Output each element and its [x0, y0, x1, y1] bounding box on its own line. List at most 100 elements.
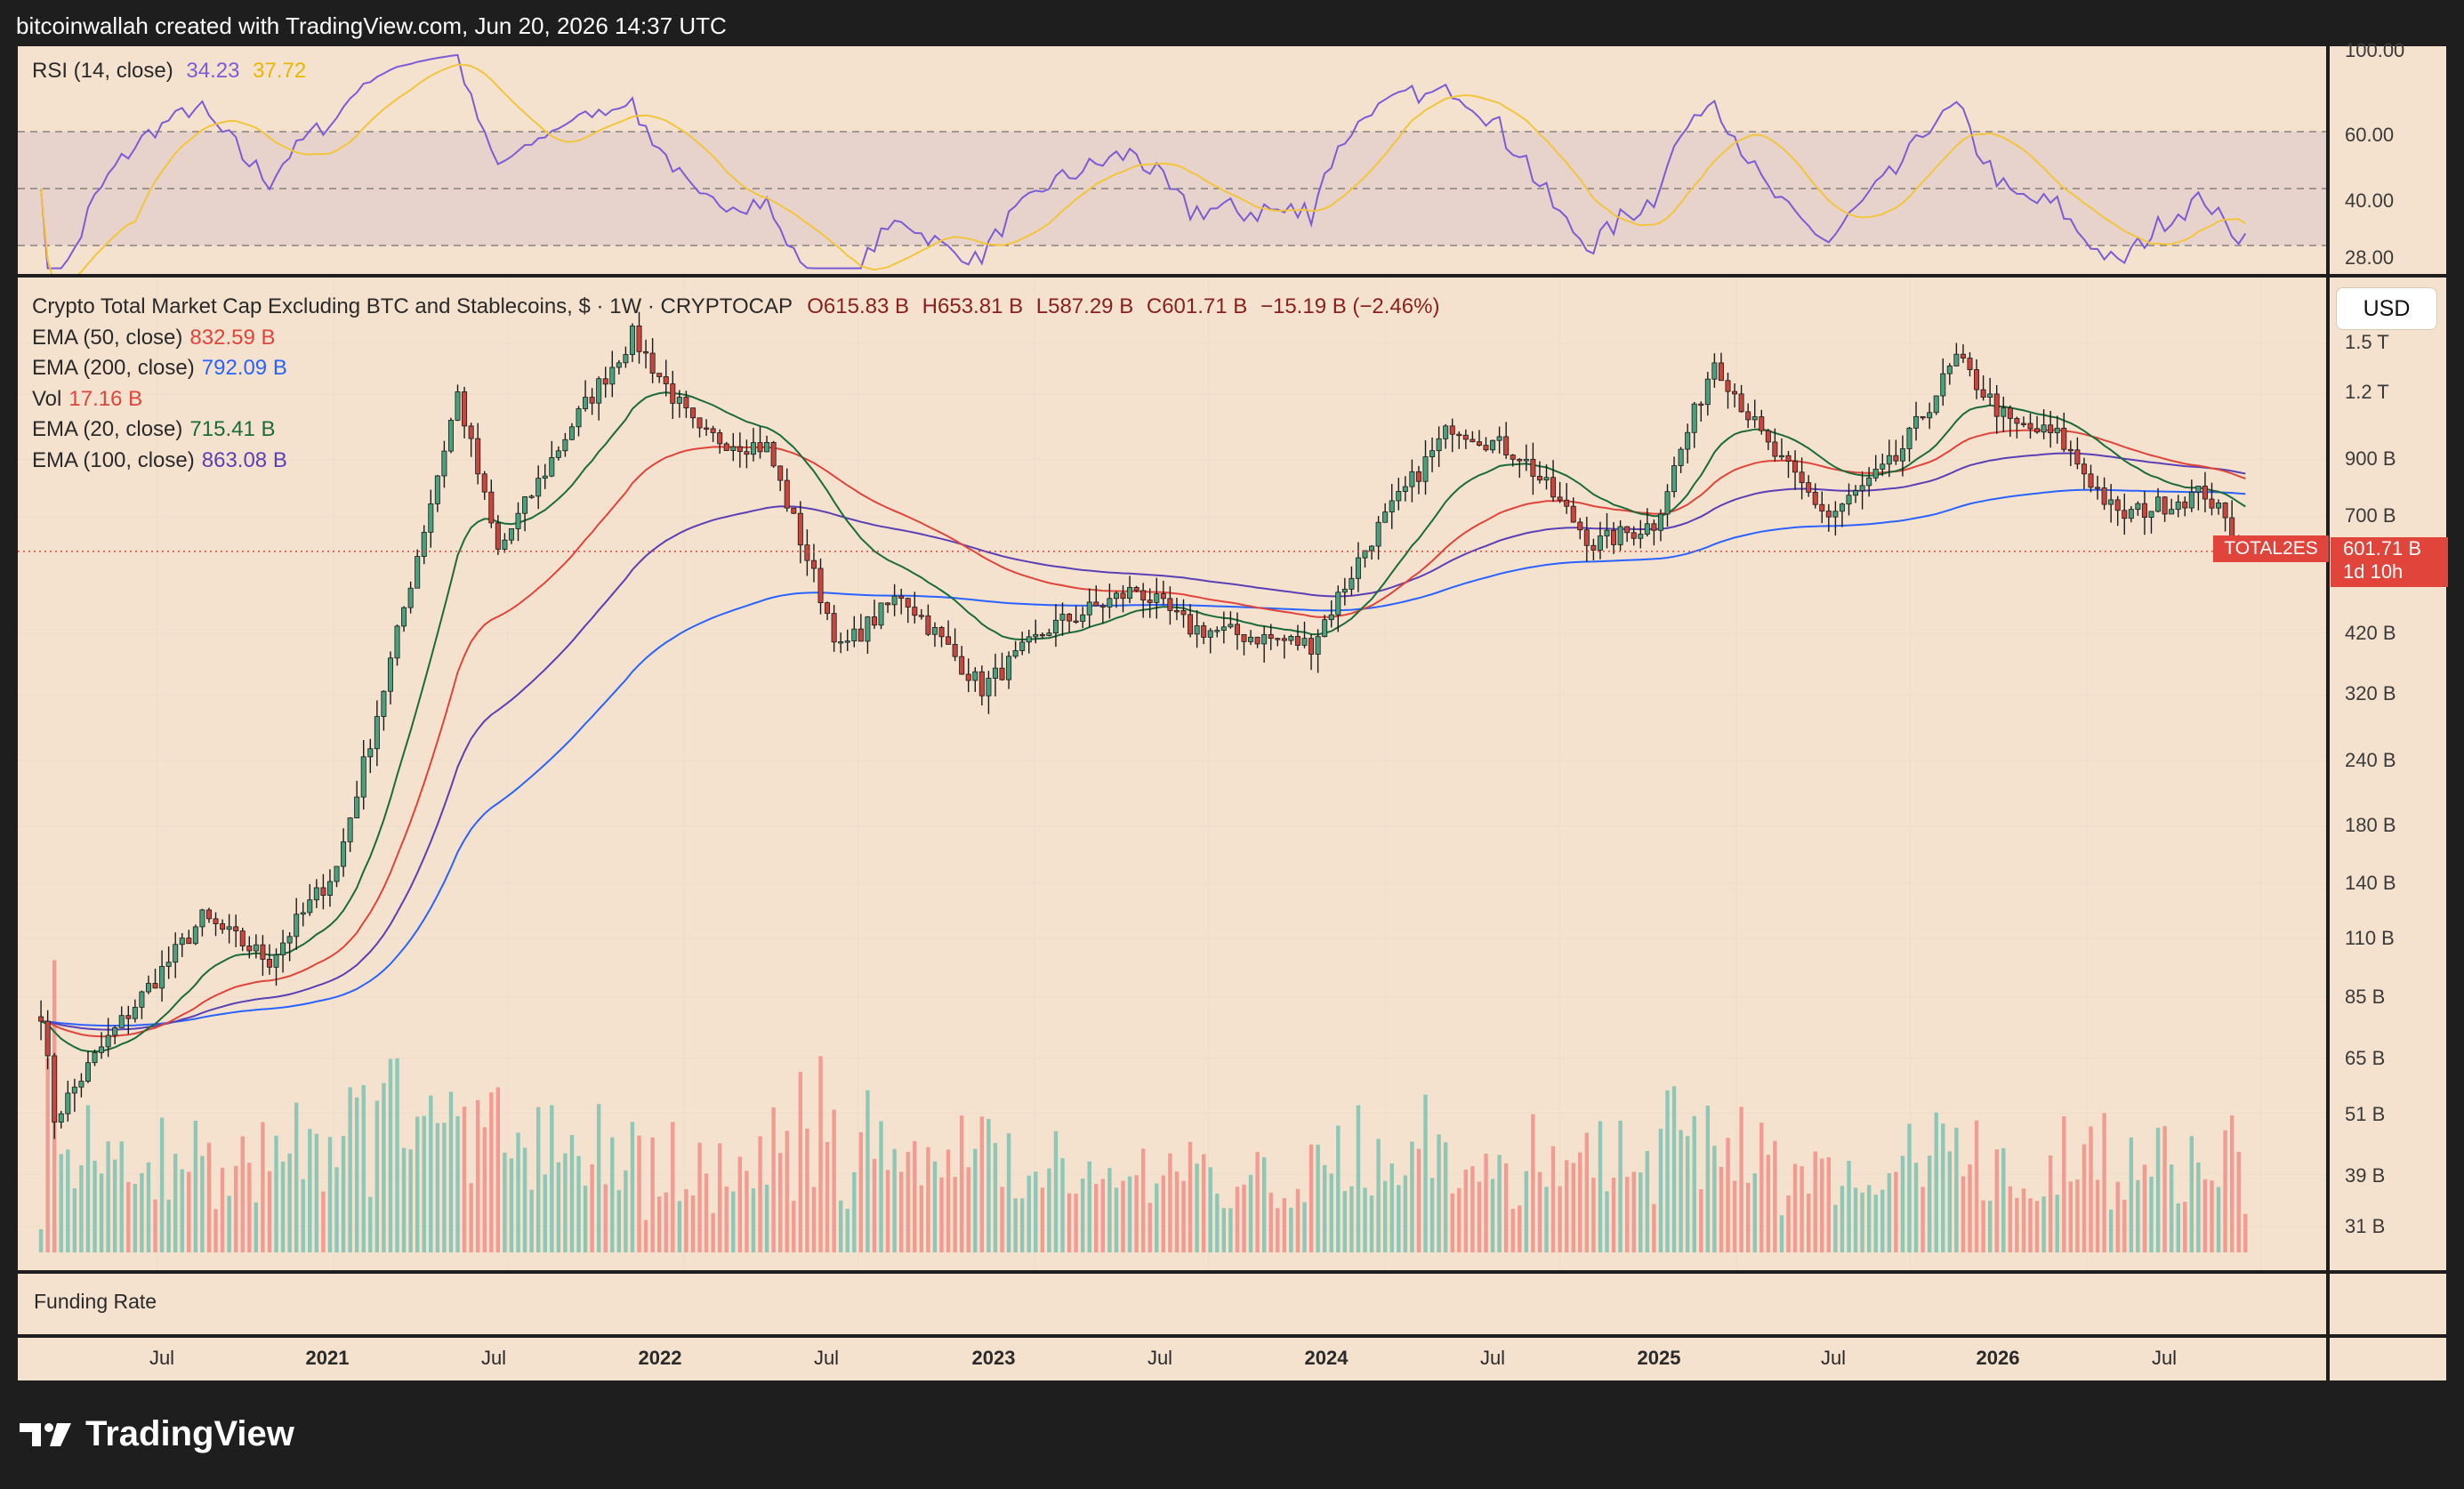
- volume-bar: [1631, 1171, 1636, 1252]
- candle-body: [387, 657, 393, 692]
- candle-body: [65, 1092, 71, 1115]
- volume-bar: [1302, 1202, 1307, 1252]
- currency-button[interactable]: USD: [2336, 287, 2437, 330]
- price-scale-label: 1.5 T: [2345, 331, 2389, 353]
- volume-bar: [1295, 1188, 1300, 1252]
- volume-bar: [1397, 1185, 1401, 1252]
- candle-body: [1254, 636, 1260, 645]
- candle-body: [1415, 471, 1421, 482]
- candle-body: [1657, 513, 1663, 531]
- rsi-ma-line: [40, 63, 2246, 274]
- candle-body: [468, 425, 474, 439]
- candle-body: [381, 690, 387, 717]
- volume-bar: [993, 1142, 998, 1252]
- volume-bar: [280, 1162, 286, 1252]
- volume-bar: [1564, 1160, 1569, 1252]
- candle-body: [999, 667, 1005, 680]
- candle-body: [810, 559, 817, 569]
- rsi-plot[interactable]: [18, 46, 2326, 274]
- candle-body: [568, 426, 575, 440]
- candle-body: [1953, 353, 1960, 366]
- rsi-scale-label: 60.00: [2345, 124, 2395, 146]
- volume-bar: [798, 1072, 803, 1252]
- volume-bar: [1954, 1127, 1959, 1252]
- volume-bar: [624, 1170, 628, 1252]
- volume-bar: [495, 1087, 501, 1252]
- candle-body: [1631, 532, 1637, 539]
- volume-bar: [1639, 1171, 1643, 1252]
- volume-bar: [556, 1162, 561, 1252]
- volume-bar: [354, 1097, 359, 1252]
- candle-body: [825, 602, 831, 615]
- candle-body: [1194, 625, 1200, 635]
- candle-body: [2202, 486, 2208, 500]
- candle-body: [334, 865, 340, 882]
- candle-body: [2169, 509, 2175, 515]
- symbol-title[interactable]: Crypto Total Market Cap Excluding BTC an…: [32, 294, 793, 318]
- rsi-scale[interactable]: [2330, 46, 2446, 274]
- candle-body: [1315, 636, 1321, 655]
- candle-body: [401, 607, 407, 627]
- volume-bar: [59, 1154, 63, 1252]
- candle-body: [1725, 380, 1731, 392]
- indicator-volume[interactable]: Vol 17.16 B: [32, 384, 1439, 415]
- volume-bar: [1853, 1187, 1858, 1252]
- volume-bar: [764, 1184, 769, 1252]
- candle-body: [1154, 593, 1160, 603]
- funding-rate-label: Funding Rate: [34, 1290, 157, 1313]
- volume-bar: [1282, 1198, 1287, 1252]
- volume-bar: [1034, 1171, 1038, 1252]
- price-scale-label: 420 B: [2345, 622, 2396, 644]
- price-legend: Crypto Total Market Cap Excluding BTC an…: [32, 292, 1439, 476]
- volume-bar: [1121, 1180, 1125, 1252]
- price-plot[interactable]: [18, 278, 2326, 1270]
- volume-bar: [1376, 1139, 1381, 1252]
- volume-bar: [838, 1200, 843, 1252]
- indicator-ema200[interactable]: EMA (200, close) 792.09 B: [32, 353, 1439, 384]
- candle-body: [757, 442, 763, 453]
- volume-bar: [2176, 1203, 2180, 1252]
- volume-bar: [1726, 1138, 1730, 1252]
- volume-bar: [1987, 1200, 1993, 1252]
- volume-bar: [112, 1159, 117, 1252]
- volume-bar: [805, 1128, 809, 1252]
- volume-bar: [2075, 1179, 2080, 1252]
- indicator-ema20[interactable]: EMA (20, close) 715.41 B: [32, 415, 1439, 446]
- volume-bar: [435, 1123, 440, 1252]
- volume-bar: [946, 1149, 951, 1252]
- volume-bar: [368, 1196, 373, 1252]
- volume-bar: [2243, 1213, 2248, 1252]
- rsi-legend: RSI (14, close) 34.23 37.72: [32, 59, 306, 84]
- volume-bar: [973, 1148, 978, 1252]
- candle-body: [1590, 544, 1597, 551]
- candle-body: [1671, 465, 1678, 493]
- volume-bar: [1389, 1163, 1394, 1252]
- tradingview-logo[interactable]: TradingView: [18, 1414, 294, 1454]
- time-axis-corner: [2330, 1338, 2446, 1380]
- candle-body: [415, 556, 421, 589]
- candle-body: [1846, 495, 1852, 505]
- ohlc-close: C601.71 B: [1146, 294, 1248, 318]
- time-axis[interactable]: [18, 1338, 2326, 1380]
- volume-bar: [616, 1189, 622, 1252]
- volume-bar: [1894, 1171, 1898, 1252]
- candle-body: [1107, 598, 1113, 608]
- candle-body: [421, 531, 427, 557]
- candle-body: [367, 748, 374, 758]
- volume-bar: [906, 1151, 910, 1252]
- candle-body: [770, 442, 777, 467]
- indicator-ema100[interactable]: EMA (100, close) 863.08 B: [32, 446, 1439, 477]
- volume-bar: [2082, 1144, 2087, 1252]
- candle-body: [354, 796, 360, 818]
- candle-body: [515, 512, 521, 529]
- candle-body: [2034, 428, 2041, 433]
- candle-body: [145, 983, 151, 993]
- indicator-ema50[interactable]: EMA (50, close) 832.59 B: [32, 323, 1439, 354]
- volume-bar: [898, 1171, 904, 1252]
- price-scale[interactable]: [2330, 278, 2446, 1270]
- volume-bar: [2068, 1181, 2073, 1252]
- candle-body: [1503, 436, 1510, 455]
- candle-body: [1866, 477, 1872, 487]
- candle-body: [2095, 487, 2101, 489]
- ema-20-line: [40, 391, 2246, 1053]
